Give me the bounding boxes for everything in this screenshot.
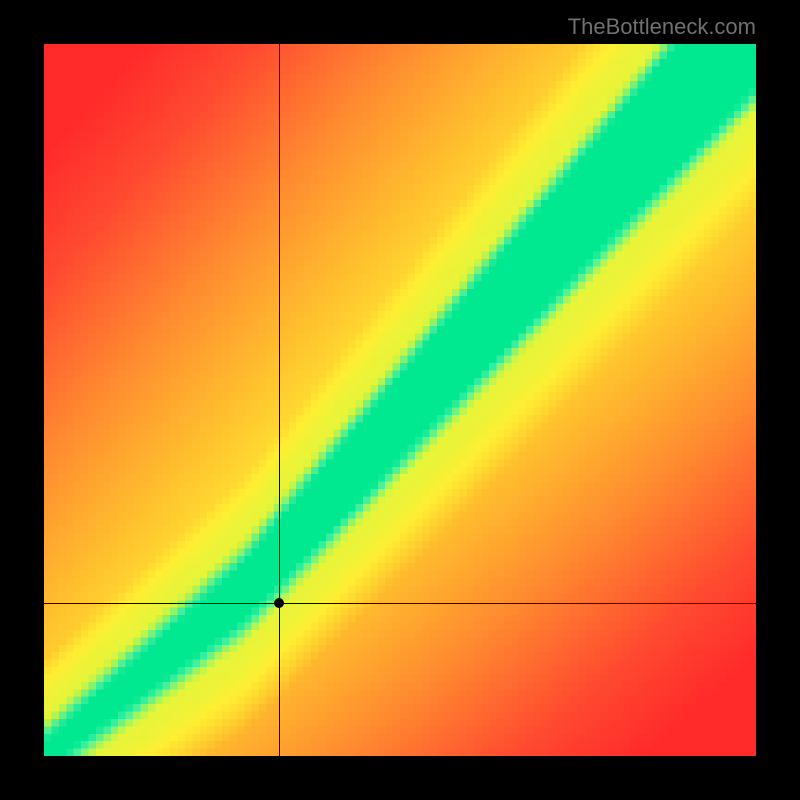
crosshair-vertical xyxy=(279,44,280,756)
crosshair-marker-dot xyxy=(274,598,284,608)
heatmap-plot xyxy=(44,44,756,756)
watermark-text: TheBottleneck.com xyxy=(568,14,756,40)
crosshair-horizontal xyxy=(44,603,756,604)
heatmap-canvas xyxy=(44,44,756,756)
